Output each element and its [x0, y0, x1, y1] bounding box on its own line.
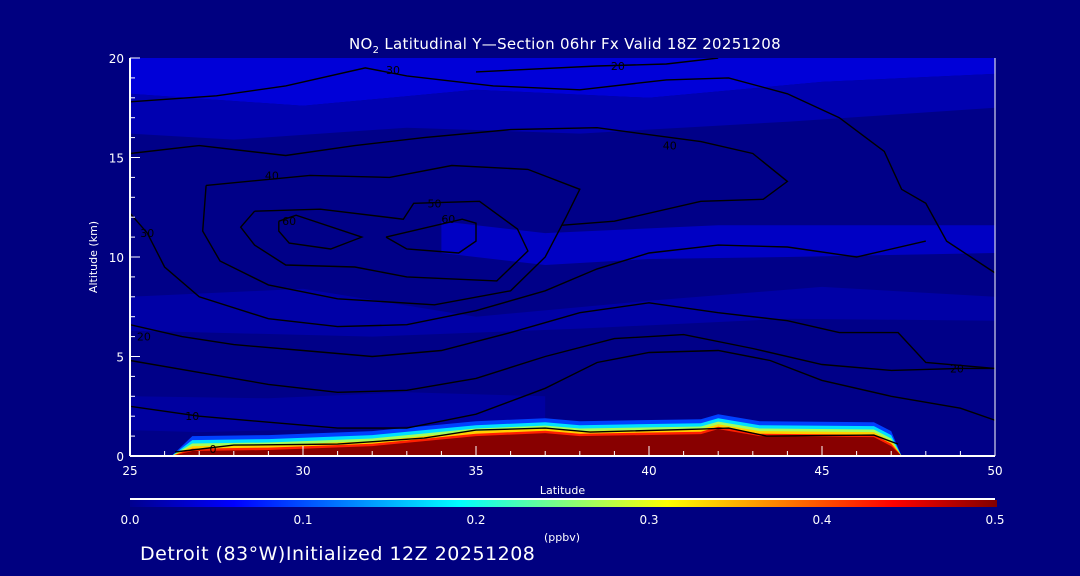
contour-line — [130, 333, 995, 394]
contour-label: 40 — [265, 169, 279, 182]
contour-line — [130, 126, 789, 226]
contour-line — [385, 218, 477, 254]
x-tick-label: 50 — [987, 464, 1002, 478]
contour-label: 20 — [611, 60, 625, 73]
title-text: NO — [349, 35, 373, 53]
contour-label: 60 — [282, 215, 296, 228]
colorbar-tick-label: 0.3 — [639, 513, 658, 527]
x-tick-label: 30 — [295, 464, 310, 478]
colorbar-gradient — [130, 500, 997, 507]
x-tick-label: 25 — [122, 464, 137, 478]
contour-label: 50 — [427, 197, 441, 210]
chart-title: NO2 Latitudinal Y—Section 06hr Fx Valid … — [0, 35, 1080, 56]
y-tick-label: 10 — [109, 251, 124, 265]
concentration-band — [130, 392, 546, 433]
concentration-band — [130, 73, 995, 140]
contour-line — [201, 164, 581, 306]
y-tick-label: 15 — [109, 152, 124, 166]
title-subscript: 2 — [372, 45, 380, 56]
colorbar-tick-label: 0.0 — [120, 513, 139, 527]
contour-label: 10 — [185, 410, 199, 423]
concentration-band — [441, 221, 995, 265]
y-tick-label: 5 — [116, 351, 124, 365]
x-axis-title: Latitude — [540, 484, 586, 497]
contour-label: 0 — [210, 443, 217, 456]
colorbar-tick-label: 0.2 — [466, 513, 485, 527]
x-tick-label: 35 — [468, 464, 483, 478]
initialization-info: Detroit (83°W)Initialized 12Z 20251208 — [140, 543, 536, 565]
contour-line — [174, 427, 899, 453]
contour-label: 30 — [140, 227, 154, 240]
contour-label: 20 — [137, 331, 151, 344]
colorbar-unit-label: (ppbv) — [544, 531, 580, 544]
colorbar-tick-label: 0.4 — [812, 513, 831, 527]
colorbar-tick-label: 0.5 — [985, 513, 1004, 527]
contour-line — [130, 349, 995, 429]
contour-line — [130, 302, 995, 370]
contour-line — [475, 58, 719, 73]
contour-line — [239, 200, 529, 282]
colorbar-tick-label: 0.1 — [293, 513, 312, 527]
y-tick-label: 0 — [116, 450, 124, 464]
x-tick-label: 40 — [641, 464, 656, 478]
axes: 25 30 35 40 45 50 0 5 10 15 20 Latitude Altitude (km… — [87, 52, 1003, 497]
contour-label: 40 — [663, 140, 677, 153]
colorbar: 0.0 0.1 0.2 0.3 0.4 0.5 (ppbv) — [120, 498, 1005, 544]
contour-label: 20 — [950, 362, 964, 375]
title-text-rest: Latitudinal Y—Section 06hr Fx Valid 18Z … — [379, 35, 781, 53]
x-tick-label: 45 — [814, 464, 829, 478]
contour-line — [278, 214, 364, 250]
y-axis-title: Altitude (km) — [87, 221, 100, 293]
high-no2-region — [171, 429, 902, 456]
contour-line — [130, 67, 995, 274]
contour-label: 30 — [386, 64, 400, 77]
concentration-band — [130, 58, 995, 106]
contour-label: 60 — [441, 213, 455, 226]
y-tick-label: 20 — [109, 52, 124, 66]
contour-line — [130, 212, 926, 328]
